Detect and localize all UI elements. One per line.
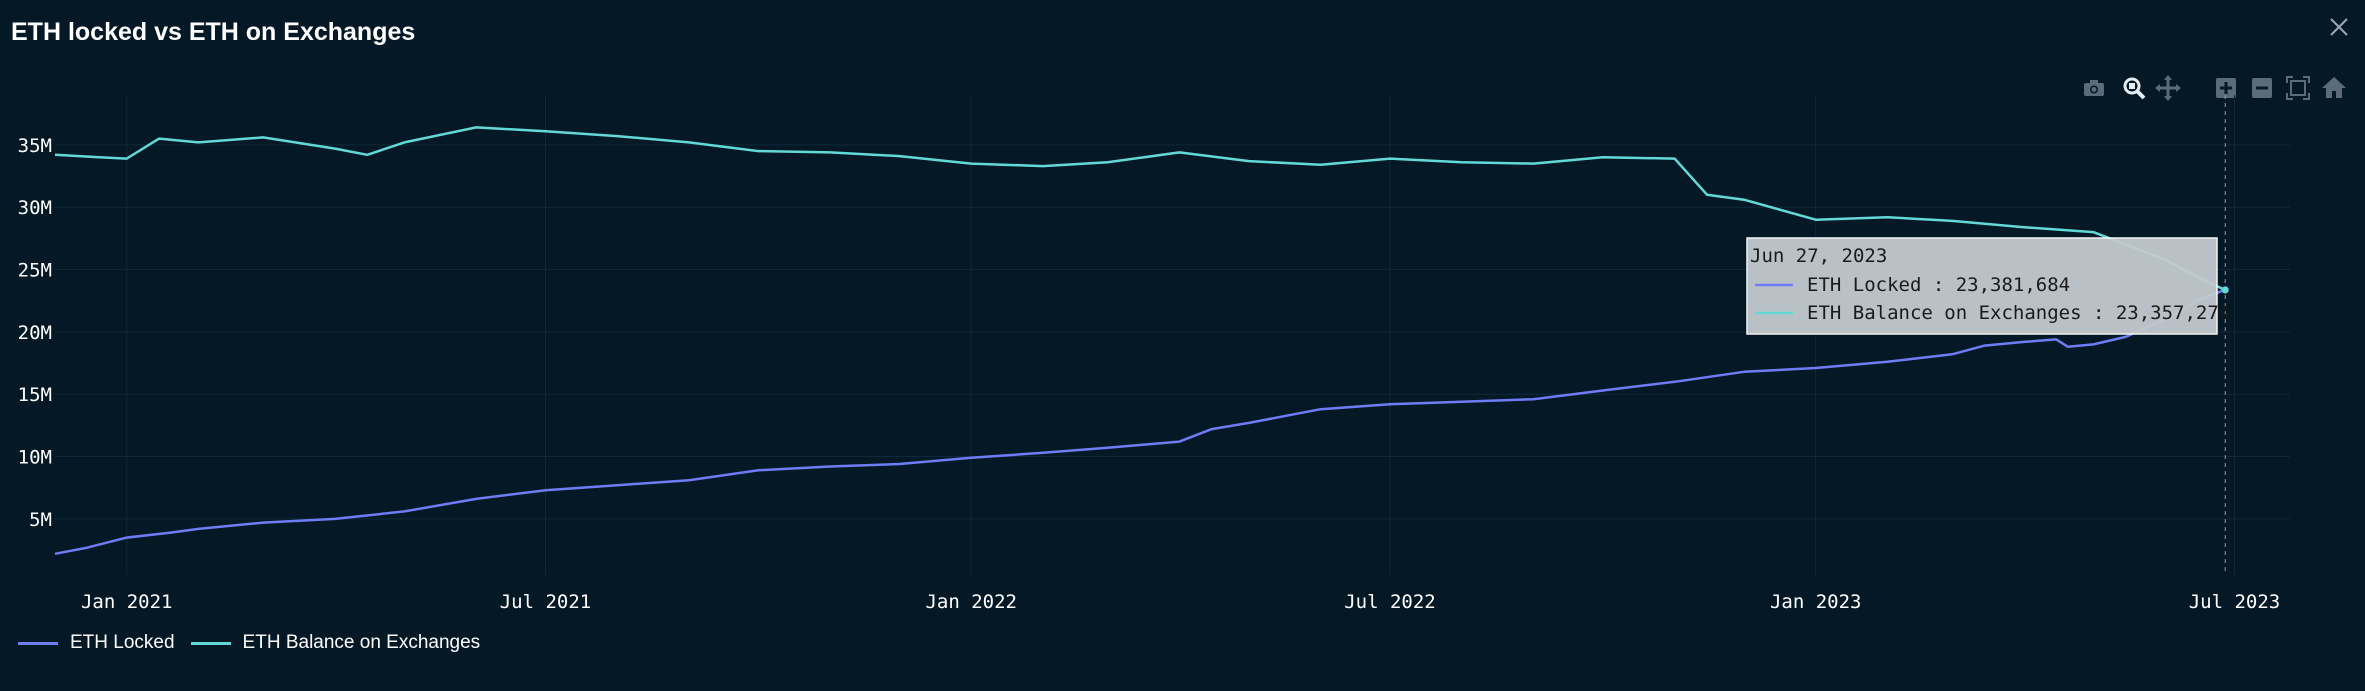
- tooltip-line: ETH Balance on Exchanges : 23,357,274: [1807, 302, 2230, 324]
- legend: ETH Locked ETH Balance on Exchanges: [18, 630, 496, 656]
- y-tick-label: 15M: [18, 384, 52, 406]
- x-axis: Jan 2021 Jul 2021 Jan 2022 Jul 2022 Jan 2023…: [81, 591, 2280, 613]
- x-tick-label: Jan 2021: [81, 591, 173, 613]
- legend-label-eth-exchanges: ETH Balance on Exchanges: [242, 632, 481, 653]
- y-tick-label: 5M: [29, 509, 52, 531]
- home-icon[interactable]: [2320, 74, 2348, 102]
- legend-item-eth-exchanges[interactable]: ETH Balance on Exchanges: [190, 632, 481, 654]
- zoom-in-icon[interactable]: [2212, 74, 2240, 102]
- x-tick-label: Jul 2023: [2189, 591, 2281, 613]
- grid: [55, 95, 2290, 575]
- close-icon[interactable]: [2328, 16, 2350, 38]
- pan-icon[interactable]: [2154, 74, 2182, 102]
- hover-tooltip: Jun 27, 2023 ETH Locked : 23,381,684 ETH B…: [1746, 95, 2230, 575]
- y-tick-label: 30M: [18, 197, 52, 219]
- series-line-eth-locked[interactable]: [54, 288, 2226, 556]
- series-lines: [54, 126, 2226, 556]
- legend-item-eth-locked[interactable]: ETH Locked: [18, 632, 175, 654]
- chart-title: ETH locked vs ETH on Exchanges: [11, 18, 416, 46]
- legend-label-eth-locked: ETH Locked: [70, 632, 175, 653]
- y-tick-label: 20M: [18, 322, 52, 344]
- legend-swatch-eth-exchanges: [190, 641, 231, 645]
- y-axis: 5M 10M 15M 20M 25M 30M 35M: [18, 135, 52, 531]
- tooltip-line: ETH Locked : 23,381,684: [1807, 274, 2070, 296]
- camera-icon[interactable]: [2080, 74, 2108, 102]
- y-tick-label: 25M: [18, 260, 52, 282]
- tooltip-date: Jun 27, 2023: [1750, 245, 1887, 267]
- zoom-out-icon[interactable]: [2248, 74, 2276, 102]
- series-line-eth-exchanges[interactable]: [54, 126, 2226, 292]
- x-tick-label: Jan 2022: [925, 591, 1017, 613]
- zoom-icon[interactable]: [2120, 74, 2148, 102]
- x-tick-label: Jul 2022: [1344, 591, 1436, 613]
- hover-point-eth-exchanges: [2221, 286, 2229, 294]
- legend-swatch-eth-locked: [18, 641, 58, 645]
- x-tick-label: Jul 2021: [500, 591, 592, 613]
- autoscale-icon[interactable]: [2284, 74, 2312, 102]
- y-tick-label: 35M: [18, 135, 52, 157]
- x-tick-label: Jan 2023: [1770, 591, 1862, 613]
- y-tick-label: 10M: [18, 447, 52, 469]
- tooltip-box: [1746, 237, 2218, 335]
